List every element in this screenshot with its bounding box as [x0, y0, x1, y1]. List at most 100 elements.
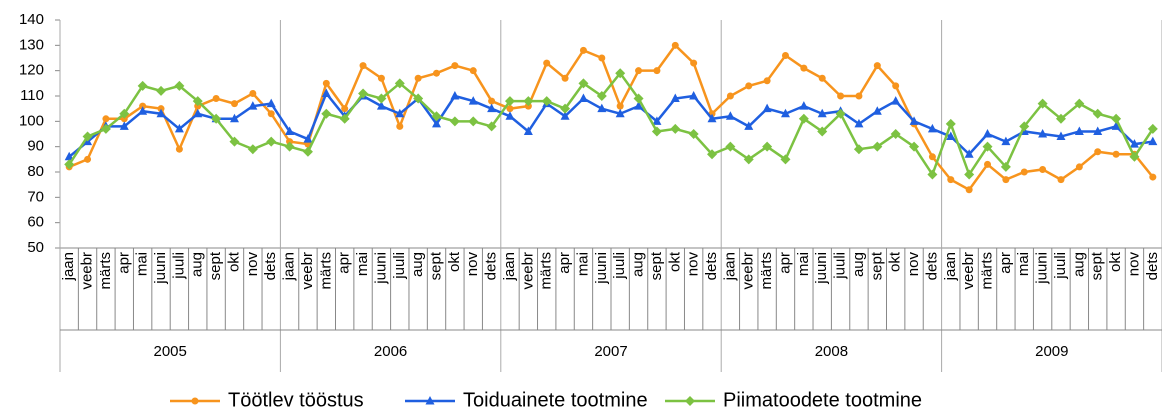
x-tick-label: sept: [1089, 251, 1106, 280]
point: [394, 78, 405, 89]
point: [212, 95, 220, 103]
x-tick-label: märts: [317, 252, 334, 290]
legend-label: Toiduainete tootmine: [463, 389, 648, 411]
x-tick-label: veebr: [960, 252, 977, 290]
point: [1056, 131, 1066, 141]
point: [634, 101, 644, 110]
x-tick-label: aug: [409, 252, 426, 277]
x-tick-label: apr: [997, 252, 1014, 274]
point: [266, 98, 276, 108]
y-tick-label: 100: [19, 112, 44, 129]
point: [853, 144, 864, 155]
x-tick-label: mai: [354, 252, 371, 276]
point: [578, 78, 589, 89]
x-tick-label: nov: [244, 252, 261, 277]
point: [597, 103, 607, 113]
point: [1129, 151, 1140, 162]
point: [543, 59, 551, 67]
point: [229, 113, 239, 123]
point: [339, 113, 350, 124]
point: [302, 146, 313, 157]
point: [615, 68, 626, 79]
point: [1092, 108, 1103, 119]
point: [1094, 148, 1102, 156]
point: [286, 138, 294, 146]
point: [102, 115, 110, 123]
point: [1149, 173, 1157, 181]
series-line: [68, 43, 1154, 192]
point: [872, 106, 882, 115]
point: [561, 74, 569, 82]
point: [1074, 126, 1084, 135]
point: [762, 103, 772, 113]
point: [652, 116, 662, 125]
point: [1039, 165, 1047, 173]
point: [616, 102, 624, 110]
y-tick-label: 130: [19, 36, 44, 53]
point: [1093, 126, 1103, 135]
point: [193, 108, 203, 118]
point: [909, 116, 919, 125]
point: [780, 154, 791, 165]
x-tick-label: sept: [207, 251, 224, 280]
point: [396, 122, 404, 130]
point: [64, 151, 74, 161]
point: [726, 92, 734, 100]
x-tick-label: märts: [758, 252, 775, 290]
point: [707, 149, 718, 160]
point: [432, 118, 442, 128]
point: [1001, 136, 1011, 146]
series: [65, 41, 1157, 194]
y-tick-label: 110: [20, 87, 44, 104]
point: [1000, 161, 1011, 172]
point: [743, 154, 754, 165]
point: [321, 108, 332, 119]
point: [321, 88, 331, 97]
point: [395, 108, 405, 118]
point: [523, 126, 533, 135]
point: [267, 110, 275, 118]
point: [248, 101, 258, 110]
point: [541, 96, 552, 107]
point: [671, 41, 679, 49]
x-tick-label: märts: [978, 252, 995, 290]
point: [359, 62, 367, 70]
x-tick-label: nov: [905, 252, 922, 277]
y-tick-label: 50: [27, 239, 44, 256]
point: [872, 141, 883, 152]
point: [818, 74, 826, 82]
x-tick-label: veebr: [519, 252, 536, 290]
point: [1148, 136, 1158, 146]
y-tick-label: 120: [19, 62, 44, 79]
point: [523, 96, 534, 107]
point: [855, 92, 863, 100]
point: [230, 100, 238, 108]
point: [192, 96, 203, 107]
point: [946, 131, 956, 141]
point: [450, 91, 460, 100]
series-line: [68, 71, 1154, 178]
legend-marker: [685, 396, 695, 406]
point: [817, 126, 828, 137]
point: [487, 103, 497, 113]
y-tick-label: 140: [19, 11, 44, 28]
x-tick-label: jaan: [501, 252, 518, 281]
series: [64, 68, 1158, 180]
x-tick-label: dets: [923, 252, 940, 280]
y-tick-label: 80: [27, 163, 44, 180]
point: [139, 102, 147, 110]
point: [64, 159, 75, 170]
legend-label: Piimatoodete tootmine: [723, 389, 922, 411]
x-tick-label: aug: [850, 252, 867, 277]
point: [119, 121, 129, 130]
legend-marker: [425, 396, 435, 405]
point: [780, 108, 790, 118]
x-tick-label: sept: [868, 251, 885, 280]
x-tick-label: okt: [446, 251, 463, 272]
x-tick-label: veebr: [740, 252, 757, 290]
point: [725, 111, 735, 120]
point: [506, 105, 514, 113]
point: [927, 123, 937, 133]
point: [376, 101, 386, 110]
point: [964, 149, 974, 158]
